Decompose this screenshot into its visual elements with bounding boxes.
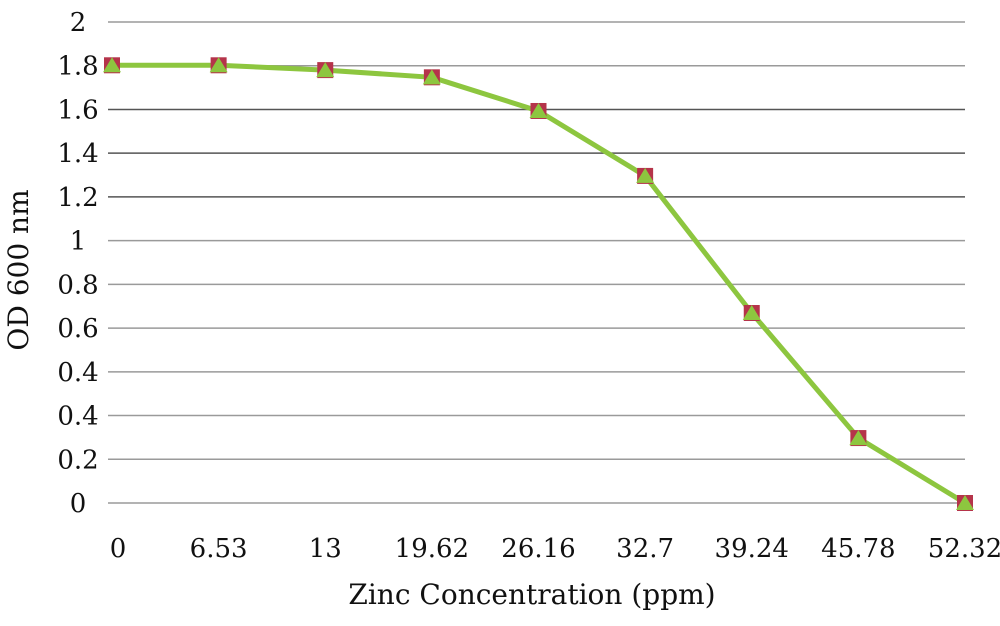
x-tick-label: 45.78 — [821, 534, 895, 564]
x-tick-label: 6.53 — [190, 534, 248, 564]
x-tick-labels: 0 6.53 13 19.62 26.16 32.7 39.24 45.78 52.32 — [110, 534, 1000, 564]
data-point-triangle — [956, 495, 974, 510]
x-tick-label: 32.7 — [616, 534, 674, 564]
y-tick-label: 2 — [70, 8, 87, 38]
y-tick-labels: 0 0.2 0.4 0.4 0.6 0.8 1 1.2 1.4 1.6 1.8 2 — [57, 8, 98, 519]
x-tick-label: 19.62 — [395, 534, 469, 564]
y-tick-label: 1.6 — [57, 95, 98, 125]
x-tick-label: 39.24 — [715, 534, 789, 564]
data-point-triangle — [422, 69, 441, 85]
data-point-triangle — [742, 305, 761, 321]
x-tick-label: 0 — [110, 534, 127, 564]
y-tick-label: 1 — [70, 227, 87, 257]
y-tick-label: 0.6 — [57, 314, 98, 344]
y-tick-label: 0.8 — [57, 270, 98, 300]
y-tick-label: 0.4 — [57, 358, 98, 388]
y-tick-label: 0.2 — [57, 445, 98, 475]
data-point-triangle — [529, 102, 548, 118]
data-point-triangle — [209, 57, 228, 73]
data-point-triangle — [316, 62, 335, 78]
x-tick-label: 52.32 — [928, 534, 1000, 564]
data-point-triangle — [636, 167, 655, 183]
data-point-triangle — [849, 430, 868, 446]
x-tick-label: 13 — [309, 534, 342, 564]
gridlines — [108, 21, 965, 504]
x-axis-title: Zinc Concentration (ppm) — [348, 578, 715, 611]
data-point-triangle — [103, 57, 121, 73]
y-tick-label: 0.4 — [57, 402, 98, 432]
y-tick-label: 0 — [70, 489, 87, 519]
y-axis-title: OD 600 nm — [2, 189, 35, 350]
y-tick-label: 1.2 — [57, 183, 98, 213]
y-tick-label: 1.4 — [57, 139, 98, 169]
data-markers — [103, 57, 974, 511]
x-tick-label: 26.16 — [501, 534, 575, 564]
y-tick-label: 1.8 — [57, 52, 98, 82]
